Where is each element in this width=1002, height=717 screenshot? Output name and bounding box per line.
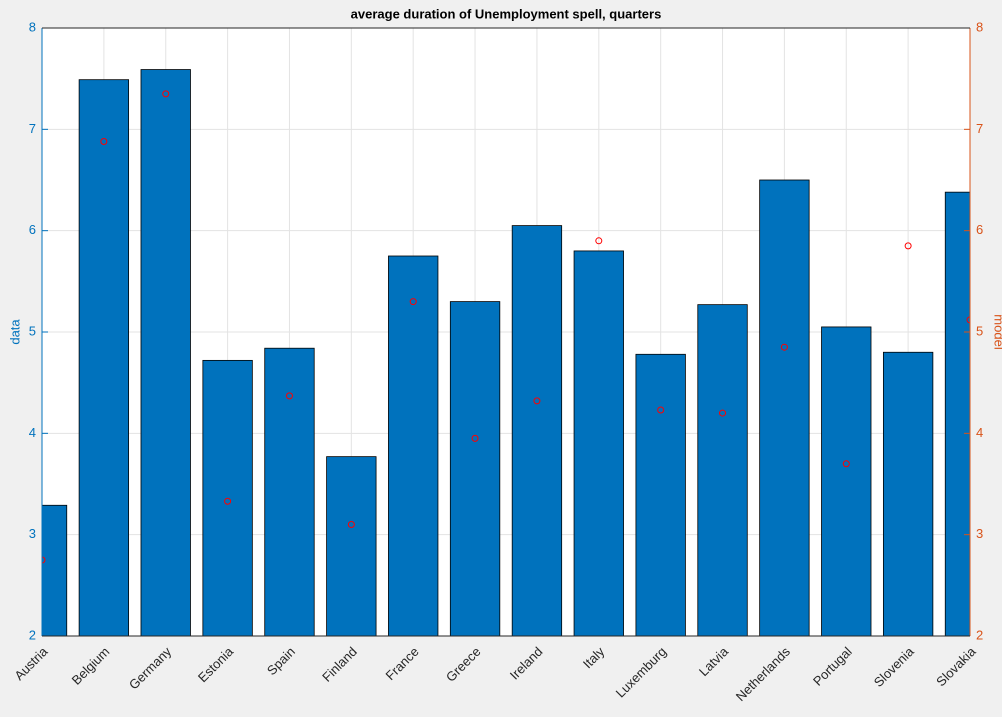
- model-marker: [719, 409, 727, 417]
- model-marker: [533, 397, 541, 405]
- y-tick-label: 5: [29, 323, 36, 338]
- x-tick-label: Greece: [443, 644, 484, 685]
- y-tick-label: 7: [29, 121, 36, 136]
- y2-axis-label: model: [992, 314, 1002, 350]
- y-axis-label: data: [7, 319, 22, 345]
- model-marker: [842, 460, 850, 468]
- x-tick-label: Slovakia: [933, 643, 979, 689]
- x-tick-label: Luxemburg: [613, 644, 670, 701]
- model-marker: [904, 242, 912, 250]
- bar: [140, 69, 191, 636]
- y-tick-label: 2: [29, 627, 36, 642]
- bar: [635, 353, 686, 636]
- model-marker: [595, 237, 603, 245]
- bar: [944, 191, 970, 636]
- x-tick-label: Belgium: [69, 644, 113, 688]
- x-tick-label: Finland: [319, 644, 360, 685]
- x-tick-label: Italy: [580, 644, 608, 672]
- y2-tick-label: 5: [976, 323, 983, 338]
- x-tick-label: Spain: [264, 644, 298, 678]
- model-marker: [224, 497, 232, 505]
- bar: [697, 304, 748, 636]
- bar: [882, 351, 934, 636]
- x-tick-label: Netherlands: [733, 644, 794, 705]
- y2-tick-label: 6: [976, 222, 983, 237]
- model-marker: [162, 90, 170, 98]
- model-marker: [100, 137, 108, 145]
- marks: [42, 69, 970, 636]
- model-marker: [966, 316, 970, 324]
- bar: [449, 301, 501, 636]
- y2-tick-label: 8: [976, 19, 983, 34]
- y2-tick-label: 7: [976, 121, 983, 136]
- model-marker: [471, 434, 479, 442]
- x-tick-label: Portugal: [810, 644, 855, 689]
- bar: [42, 504, 68, 636]
- y2-tick-label: 3: [976, 526, 983, 541]
- bar: [573, 250, 624, 636]
- x-tick-label: Ireland: [507, 644, 546, 683]
- y-tick-label: 6: [29, 222, 36, 237]
- y-tick-label: 8: [29, 19, 36, 34]
- x-tick-label: Estonia: [195, 643, 237, 685]
- y2-tick-label: 4: [976, 425, 983, 440]
- model-marker: [285, 392, 293, 400]
- model-marker: [657, 406, 665, 414]
- bar: [388, 255, 439, 636]
- bar: [264, 347, 315, 636]
- bar: [759, 179, 810, 636]
- bar: [326, 456, 377, 636]
- x-tick-label: Germany: [126, 644, 175, 693]
- model-marker: [409, 298, 417, 306]
- x-tick-label: Austria: [11, 643, 51, 683]
- y-tick-label: 3: [29, 526, 36, 541]
- model-marker: [780, 343, 788, 351]
- bar: [511, 225, 563, 636]
- model-marker: [347, 521, 355, 529]
- x-tick-label: Slovenia: [871, 643, 917, 689]
- chart-title: average duration of Unemployment spell, …: [351, 6, 662, 21]
- y-tick-label: 4: [29, 425, 36, 440]
- bar: [821, 326, 872, 636]
- x-tick-label: Latvia: [696, 643, 732, 679]
- y2-tick-label: 2: [976, 627, 983, 642]
- x-tick-label: France: [383, 644, 422, 683]
- bar: [78, 79, 130, 636]
- model-marker: [42, 556, 46, 564]
